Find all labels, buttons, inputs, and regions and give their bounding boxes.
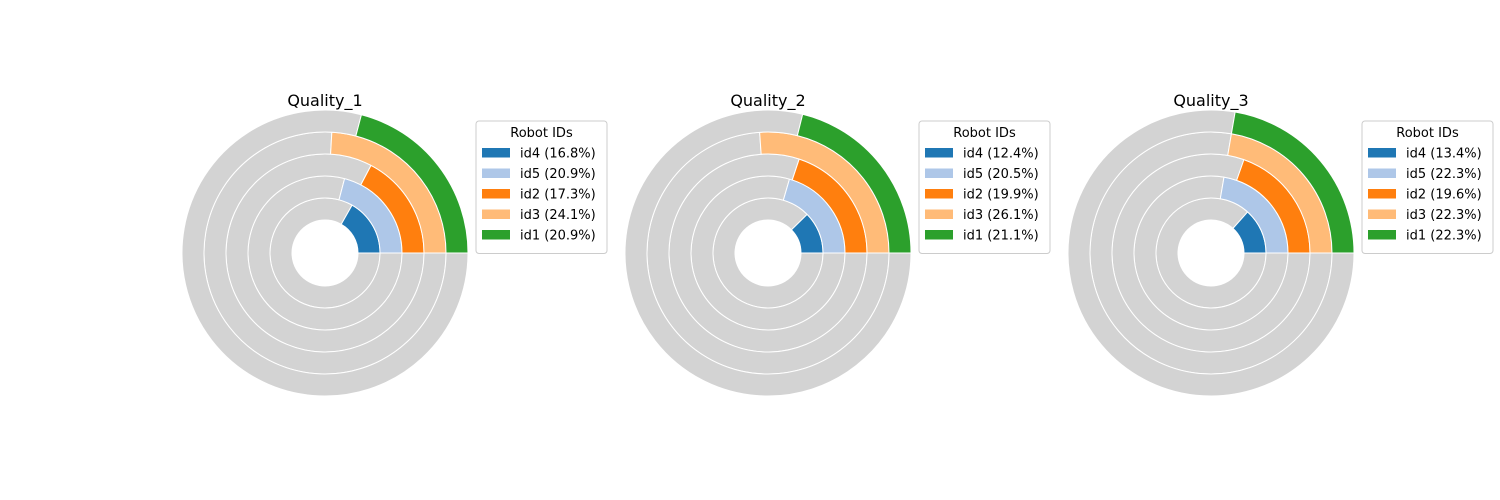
ring-background-id1	[624, 109, 912, 397]
legend-swatch-id4	[925, 148, 953, 158]
legend-title: Robot IDs	[1396, 126, 1459, 141]
legend-label-id1: id1 (21.1%)	[963, 229, 1039, 244]
ring-bar-id1	[355, 114, 469, 254]
legend-title: Robot IDs	[510, 126, 573, 141]
legend-swatch-id3	[482, 209, 510, 219]
chart-title: Quality_1	[287, 91, 362, 111]
legend-label-id5: id5 (20.9%)	[520, 167, 596, 182]
legend-label-id5: id5 (20.5%)	[963, 167, 1039, 182]
legend-label-id4: id4 (13.4%)	[1406, 147, 1482, 162]
ring-bar-id1	[1230, 111, 1355, 254]
legend-swatch-id5	[925, 168, 953, 178]
chart-panel-1: Quality_1 Robot IDs id4 (16.8%) id5 (20.9%)…	[181, 91, 608, 397]
legend-label-id2: id2 (17.3%)	[520, 188, 596, 203]
legend-label-id3: id3 (26.1%)	[963, 208, 1039, 223]
legend-swatch-id4	[1368, 148, 1396, 158]
legend-swatch-id1	[1368, 230, 1396, 240]
legend-label-id2: id2 (19.9%)	[963, 188, 1039, 203]
legend-swatch-id2	[1368, 189, 1396, 199]
legend-title: Robot IDs	[953, 126, 1016, 141]
legend-label-id3: id3 (24.1%)	[520, 208, 596, 223]
legend: Robot IDs id4 (16.8%) id5 (20.9%) id2 (17.3…	[475, 120, 608, 254]
ring-bar-id1	[796, 113, 912, 254]
legend-swatch-id3	[925, 209, 953, 219]
chart-panel-2: Quality_2 Robot IDs id4 (12.4%) id5 (20.5%)…	[624, 91, 1051, 397]
legend-swatch-id2	[925, 189, 953, 199]
legend-swatch-id5	[482, 168, 510, 178]
legend-label-id4: id4 (12.4%)	[963, 147, 1039, 162]
legend-label-id4: id4 (16.8%)	[520, 147, 596, 162]
legend-label-id5: id5 (22.3%)	[1406, 167, 1482, 182]
legend-label-id3: id3 (22.3%)	[1406, 208, 1482, 223]
legend-swatch-id3	[1368, 209, 1396, 219]
legend-label-id2: id2 (19.6%)	[1406, 188, 1482, 203]
legend: Robot IDs id4 (12.4%) id5 (20.5%) id2 (19.9…	[918, 120, 1051, 254]
chart-title: Quality_3	[1173, 91, 1248, 111]
ring-background-id1	[1067, 109, 1355, 397]
legend-swatch-id1	[925, 230, 953, 240]
ring-background-id1	[181, 109, 469, 397]
chart-panel-3: Quality_3 Robot IDs id4 (13.4%) id5 (22.3%)…	[1067, 91, 1494, 397]
chart-title: Quality_2	[730, 91, 805, 111]
legend-swatch-id5	[1368, 168, 1396, 178]
legend-swatch-id4	[482, 148, 510, 158]
legend-swatch-id2	[482, 189, 510, 199]
legend-label-id1: id1 (20.9%)	[520, 229, 596, 244]
legend-swatch-id1	[482, 230, 510, 240]
legend: Robot IDs id4 (13.4%) id5 (22.3%) id2 (19.6…	[1361, 120, 1494, 254]
legend-label-id1: id1 (22.3%)	[1406, 229, 1482, 244]
